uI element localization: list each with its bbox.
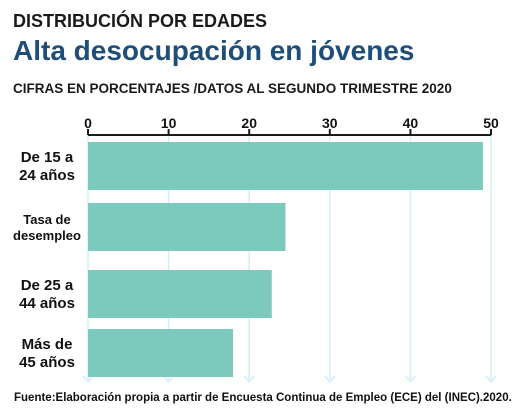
category-label-line: Tasa de: [23, 212, 70, 227]
bar-0: [88, 142, 483, 190]
source-note: Fuente:Elaboración propia a partir de En…: [14, 392, 512, 404]
gridline-arrow-0: [82, 375, 94, 384]
category-label-line: 45 años: [19, 354, 75, 371]
bar-1: [88, 203, 286, 251]
category-label-0: De 15 a 24 años: [19, 149, 75, 184]
category-labels: De 15 a 24 años Tasa de desempleo De 25 a 44 …: [13, 149, 81, 371]
chart-subtitle: CIFRAS EN PORCENTAJES /DATOS AL SEGUNDO …: [13, 81, 452, 96]
category-label-line: Más de: [22, 336, 73, 353]
category-label-2: De 25 a 44 años: [19, 277, 75, 312]
category-label-line: De 15 a: [21, 149, 74, 166]
category-label-line: 24 años: [19, 167, 75, 184]
gridline-arrow-20: [243, 375, 255, 384]
gridline-arrow-50: [485, 375, 497, 384]
x-tick-label-0: 0: [84, 115, 92, 131]
x-tick-label-20: 20: [241, 115, 257, 131]
category-label-line: desempleo: [13, 228, 81, 243]
bar-3: [88, 329, 234, 377]
gridline-arrow-10: [163, 375, 175, 384]
x-tick-label-30: 30: [322, 115, 338, 131]
category-label-1: Tasa de desempleo: [13, 212, 81, 243]
category-label-line: 44 años: [19, 295, 75, 312]
x-axis: 0 10 20 30 40 50: [84, 115, 499, 136]
bars: [88, 142, 483, 377]
x-tick-label-40: 40: [403, 115, 419, 131]
gridline-arrow-40: [404, 375, 416, 384]
chart-headline: Alta desocupación en jóvenes: [13, 35, 414, 66]
category-label-line: De 25 a: [21, 277, 74, 294]
chart-kicker: DISTRIBUCIÓN POR EDADES: [13, 10, 267, 31]
category-label-3: Más de 45 años: [19, 336, 75, 371]
x-tick-label-50: 50: [483, 115, 499, 131]
x-tick-label-10: 10: [161, 115, 177, 131]
bar-2: [88, 270, 272, 318]
gridline-arrow-30: [324, 375, 336, 384]
